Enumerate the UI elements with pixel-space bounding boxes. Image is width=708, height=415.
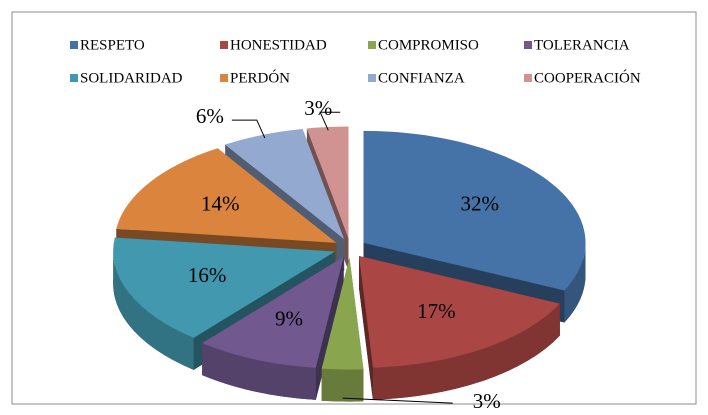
slice-side [372,303,560,400]
legend-label: CONFIANZA [378,70,465,86]
data-label: 6% [196,104,224,128]
slice [113,237,336,338]
legend-label: TOLERANCIA [534,37,630,53]
slice [358,255,560,368]
slice [202,256,344,368]
data-label: 14% [201,191,240,215]
slice-side [564,242,586,323]
slice-edge [358,255,373,400]
legend-swatch [368,74,376,82]
slice [321,257,364,370]
data-label: 32% [460,191,499,215]
legend-swatch [70,74,78,82]
legend-swatch [220,74,228,82]
slice-side [113,251,194,370]
slice [363,130,586,291]
slice [116,148,337,243]
slice [225,129,345,240]
legend-swatch [220,41,228,49]
legend-swatch [524,74,532,82]
data-label: 3% [304,96,332,120]
leader-line [342,397,453,404]
legend-label: SOLIDARIDAD [80,70,183,86]
slice-side [202,343,316,400]
legend-swatch [70,41,78,49]
slice-side [321,368,364,402]
legend-swatch [368,41,376,49]
legend-label: COMPROMISO [378,37,479,53]
data-label: 9% [275,306,303,330]
leader-line [319,111,341,131]
legend-label: PERDÓN [230,69,290,86]
legend-label: COOPERACIÓN [534,69,641,86]
data-label: 3% [473,389,501,413]
data-label: 16% [188,263,227,287]
legend-label: RESPETO [80,37,145,53]
data-label: 17% [417,299,456,323]
leader-line [231,119,266,139]
legend-label: HONESTIDAD [230,37,327,53]
slice [306,126,349,239]
legend-swatch [524,41,532,49]
